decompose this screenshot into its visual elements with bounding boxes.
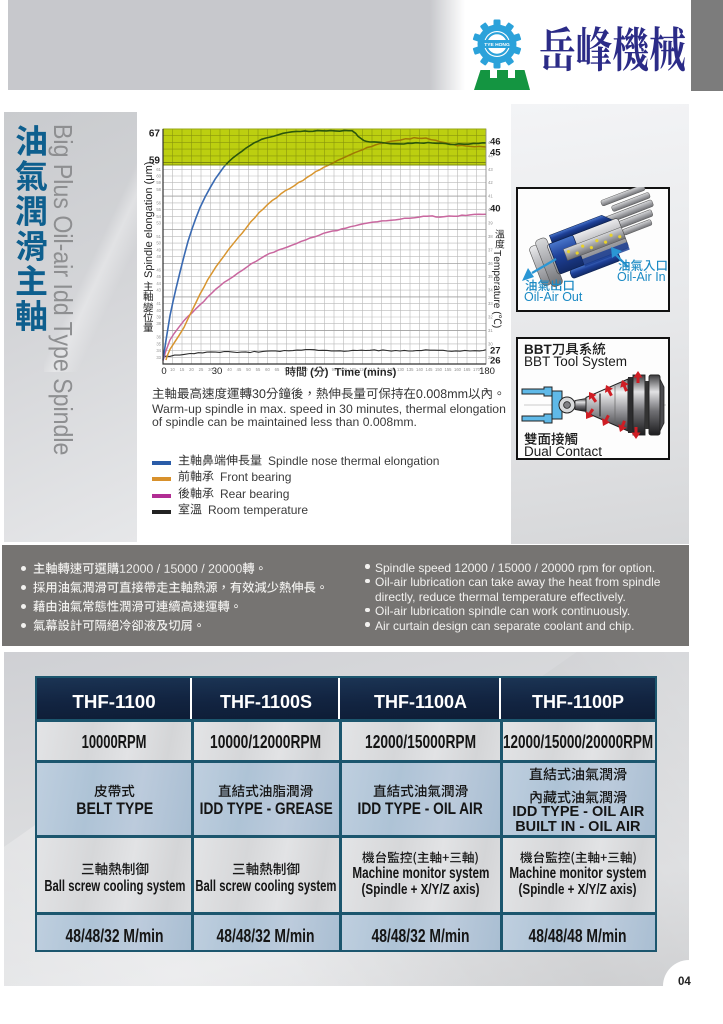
svg-text:39: 39 bbox=[156, 315, 161, 320]
svg-text:33: 33 bbox=[156, 355, 161, 360]
svg-text:0: 0 bbox=[161, 366, 166, 377]
svg-text:165: 165 bbox=[464, 367, 472, 372]
svg-text:31: 31 bbox=[488, 328, 493, 333]
svg-text:35: 35 bbox=[156, 341, 161, 346]
svg-text:38: 38 bbox=[488, 234, 493, 239]
svg-text:43: 43 bbox=[156, 288, 161, 293]
svg-text:44: 44 bbox=[488, 153, 493, 158]
svg-text:Room temperature: Room temperature bbox=[208, 503, 308, 517]
svg-text:50: 50 bbox=[246, 367, 251, 372]
svg-text:58: 58 bbox=[156, 187, 161, 192]
svg-text:51: 51 bbox=[156, 234, 161, 239]
svg-text:32: 32 bbox=[488, 315, 493, 320]
svg-text:34: 34 bbox=[488, 288, 493, 293]
svg-text:75: 75 bbox=[294, 367, 299, 372]
svg-text:25: 25 bbox=[199, 367, 204, 372]
svg-text:53: 53 bbox=[156, 221, 161, 226]
svg-text:50: 50 bbox=[156, 241, 161, 246]
svg-text:40: 40 bbox=[488, 207, 493, 212]
svg-text:49: 49 bbox=[156, 247, 161, 252]
svg-text:40: 40 bbox=[156, 308, 161, 313]
svg-text:30: 30 bbox=[208, 367, 213, 372]
svg-text:36: 36 bbox=[488, 261, 493, 266]
svg-text:45: 45 bbox=[156, 274, 161, 279]
svg-text:110: 110 bbox=[359, 367, 366, 372]
svg-text:54: 54 bbox=[156, 214, 161, 219]
svg-text:135: 135 bbox=[407, 367, 415, 372]
svg-text:105: 105 bbox=[350, 367, 358, 372]
svg-text:90: 90 bbox=[322, 367, 327, 372]
svg-text:60: 60 bbox=[265, 367, 270, 372]
svg-text:70: 70 bbox=[284, 367, 289, 372]
svg-text:155: 155 bbox=[445, 367, 453, 372]
svg-text:42: 42 bbox=[488, 180, 493, 185]
svg-text:140: 140 bbox=[416, 367, 424, 372]
svg-text:30: 30 bbox=[212, 366, 223, 377]
svg-text:40: 40 bbox=[490, 204, 501, 215]
svg-text:Rear bearing: Rear bearing bbox=[220, 487, 289, 501]
svg-text:46: 46 bbox=[156, 268, 161, 273]
svg-text:Spindle nose thermal elongatio: Spindle nose thermal elongation bbox=[268, 454, 439, 468]
svg-text:67: 67 bbox=[149, 129, 161, 140]
svg-text:150: 150 bbox=[435, 367, 443, 372]
svg-text:180: 180 bbox=[479, 366, 495, 377]
svg-text:145: 145 bbox=[426, 367, 434, 372]
svg-text:27: 27 bbox=[490, 346, 501, 357]
svg-text:41: 41 bbox=[156, 301, 161, 306]
svg-text:95: 95 bbox=[332, 367, 337, 372]
svg-text:59: 59 bbox=[156, 180, 161, 185]
svg-text:170: 170 bbox=[473, 367, 481, 372]
svg-text:130: 130 bbox=[397, 367, 405, 372]
svg-text:56: 56 bbox=[156, 200, 161, 205]
svg-text:43: 43 bbox=[488, 167, 493, 172]
svg-text:59: 59 bbox=[149, 156, 161, 167]
svg-text:45: 45 bbox=[490, 148, 501, 159]
svg-text:55: 55 bbox=[156, 207, 161, 212]
svg-text:41: 41 bbox=[488, 194, 493, 199]
svg-text:125: 125 bbox=[388, 367, 396, 372]
svg-text:36: 36 bbox=[156, 335, 161, 340]
svg-text:TYE HONG: TYE HONG bbox=[484, 42, 510, 48]
svg-text:44: 44 bbox=[156, 281, 161, 286]
svg-text:35: 35 bbox=[488, 274, 493, 279]
svg-text:34: 34 bbox=[156, 348, 161, 353]
svg-text:115: 115 bbox=[369, 367, 376, 372]
svg-text:45: 45 bbox=[488, 140, 493, 145]
svg-text:38: 38 bbox=[156, 321, 161, 326]
svg-text:45: 45 bbox=[237, 367, 242, 372]
svg-text:120: 120 bbox=[378, 367, 386, 372]
svg-text:37: 37 bbox=[488, 247, 493, 252]
svg-text:160: 160 bbox=[454, 367, 462, 372]
svg-text:85: 85 bbox=[313, 367, 318, 372]
svg-text:33: 33 bbox=[488, 301, 493, 306]
svg-text:30: 30 bbox=[488, 341, 493, 346]
svg-text:40: 40 bbox=[227, 367, 232, 372]
svg-text:48: 48 bbox=[156, 254, 161, 259]
svg-text:39: 39 bbox=[488, 221, 493, 226]
svg-text:46: 46 bbox=[490, 137, 501, 148]
svg-text:15: 15 bbox=[180, 367, 185, 372]
svg-text:26: 26 bbox=[490, 356, 501, 367]
svg-text:10: 10 bbox=[170, 367, 175, 372]
svg-text:65: 65 bbox=[275, 367, 280, 372]
svg-text:55: 55 bbox=[256, 367, 261, 372]
svg-text:Front bearing: Front bearing bbox=[220, 470, 291, 484]
svg-text:29: 29 bbox=[488, 355, 493, 360]
svg-text:20: 20 bbox=[189, 367, 194, 372]
svg-text:61: 61 bbox=[156, 167, 161, 172]
svg-text:60: 60 bbox=[156, 174, 161, 179]
svg-text:100: 100 bbox=[340, 367, 348, 372]
